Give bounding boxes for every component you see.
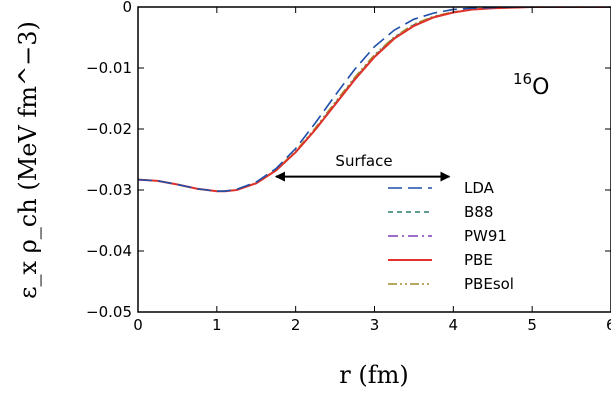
nucleus-mass-number: 16: [513, 70, 532, 88]
nucleus-symbol: O: [532, 75, 549, 100]
x-tick-label: 1: [212, 316, 222, 334]
legend-item-lda: LDA: [388, 179, 495, 197]
y-tick-label: 0: [122, 0, 132, 16]
legend: LDA B88 PW91 PBE PBEsol: [388, 179, 514, 293]
nucleus-annotation: 16O: [513, 70, 549, 100]
x-tick-label: 5: [527, 316, 537, 334]
x-tick-label: 4: [449, 316, 459, 334]
legend-item-pbe: PBE: [388, 251, 493, 269]
legend-item-b88: B88: [388, 203, 493, 221]
legend-label: B88: [464, 203, 493, 221]
y-tick-label: −0.04: [86, 242, 132, 260]
x-tick-label: 6: [606, 316, 611, 334]
x-tick-label: 2: [291, 316, 301, 334]
surface-label: Surface: [335, 152, 392, 170]
y-tick-label: −0.05: [86, 303, 132, 321]
legend-label: PW91: [464, 227, 507, 245]
x-axis-label: r (fm): [339, 361, 408, 389]
y-tick-label: −0.01: [86, 59, 132, 77]
legend-label: PBEsol: [464, 275, 514, 293]
legend-item-pbesol: PBEsol: [388, 275, 514, 293]
y-tick-label: −0.02: [86, 120, 132, 138]
y-axis-title: ε_x ρ_ch (MeV fm^−3): [14, 21, 42, 299]
x-axis-title: r (fm): [339, 361, 408, 389]
legend-item-pw91: PW91: [388, 227, 507, 245]
y-axis-label: ε_x ρ_ch (MeV fm^−3): [14, 21, 42, 299]
y-tick-label: −0.03: [86, 181, 132, 199]
legend-label: PBE: [464, 251, 493, 269]
tick-layer: 0 1 2 3 4 5 6 0 −0.01 −0.02 −0.03 −0.04 −0.05: [86, 0, 611, 334]
x-tick-label: 0: [133, 316, 143, 334]
x-tick-label: 3: [370, 316, 380, 334]
legend-label: LDA: [464, 179, 495, 197]
